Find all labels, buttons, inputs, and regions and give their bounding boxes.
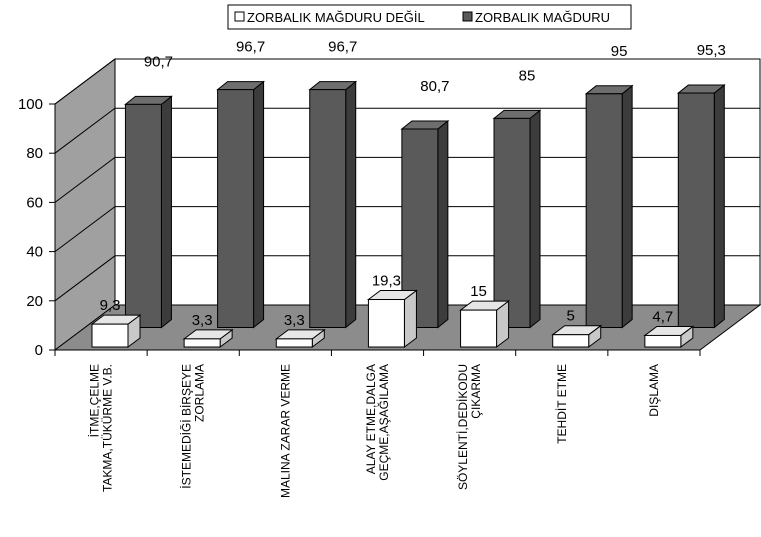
x-category-label: ALAY ETME,DALGAGEÇME,AŞAĞILAMA: [364, 364, 391, 481]
bar-zorbalik-ma-duru: [584, 84, 634, 329]
x-category-label-line: DIŞLAMA: [647, 364, 661, 417]
y-tick-label: 100: [18, 96, 43, 113]
data-label: 95: [611, 43, 628, 60]
data-label: 80,7: [420, 78, 449, 95]
x-category-label-line: TEHDİT ETME: [555, 364, 569, 444]
x-category-label: İSTEMEDİĞİ BİRŞEYEZORLAMA: [179, 364, 207, 489]
x-category-label-line: MALINA ZARAR VERME: [278, 364, 292, 498]
x-category-label-line: ALAY ETME,DALGA: [364, 364, 378, 474]
bar-zorbalik-ma-duru: [308, 80, 358, 329]
bar-front: [217, 89, 255, 328]
bar-front-series: [366, 289, 418, 348]
legend-swatch: [462, 11, 473, 22]
y-axis: 0 20 40 60 80 100: [18, 96, 56, 359]
bar-front: [552, 334, 590, 348]
bar-front-series: [459, 300, 511, 348]
bar-side: [437, 119, 449, 329]
legend-swatch: [234, 11, 245, 22]
bar-front: [275, 338, 313, 348]
y-tick-label: 80: [26, 145, 43, 162]
bar-zorbalik-ma-duru: [676, 84, 726, 329]
bar-side: [529, 109, 541, 329]
bar-front: [460, 309, 498, 348]
gridlines: [54, 58, 760, 302]
bar-front: [644, 334, 682, 348]
y-tick-label: 40: [26, 244, 43, 261]
bar-front: [585, 93, 623, 328]
bar-zorbalik-ma-duru: [124, 95, 173, 329]
data-label: 3,3: [284, 312, 305, 329]
legend-box: [227, 4, 632, 30]
bar-side: [403, 289, 417, 348]
gridline: [54, 58, 760, 105]
data-label: 9,3: [100, 297, 121, 314]
gridline: [54, 156, 760, 203]
x-category-label-line: ÇIKARMA: [469, 364, 483, 419]
data-label: 15: [470, 283, 487, 300]
bar-front: [91, 323, 129, 348]
bar-front: [493, 117, 531, 329]
x-category-label-line: ZORLAMA: [193, 364, 207, 422]
bar-front: [309, 89, 347, 328]
gridline: [54, 255, 760, 302]
data-label: 3,3: [192, 312, 213, 329]
x-category-label-line: TAKMA,TÜKÜRME V.B.: [101, 364, 115, 492]
x-category-label-line: SÖYLENTİ,DEDİKODU: [456, 364, 470, 490]
x-category-label-line: GEÇME,AŞAĞILAMA: [376, 364, 391, 481]
x-category-label: SÖYLENTİ,DEDİKODUÇIKARMA: [456, 364, 483, 490]
bar-zorbalik-ma-duru: [492, 109, 542, 329]
legend-label: ZORBALIK MAĞDURU: [475, 10, 610, 25]
y-tick-label: 20: [26, 293, 43, 310]
bar-front-series: [90, 314, 142, 348]
legend-label: ZORBALIK MAĞDURU DEĞİL: [247, 10, 425, 25]
legend: ZORBALIK MAĞDURU DEĞİL ZORBALIK MAĞDURU: [227, 4, 632, 30]
bar-front-series: [274, 328, 326, 348]
bar-front: [677, 92, 715, 328]
x-category-label: MALINA ZARAR VERME: [278, 364, 292, 498]
y-tick-label: 60: [26, 194, 43, 211]
data-label: 85: [519, 67, 536, 84]
data-label: 96,7: [236, 39, 265, 56]
bar-side: [621, 84, 633, 329]
x-category-label: DIŞLAMA: [647, 364, 661, 417]
data-label: 4,7: [652, 308, 673, 325]
bar-front-series: [182, 328, 234, 348]
data-label: 5: [567, 308, 575, 325]
bar-side: [713, 84, 725, 329]
y-tick-label: 0: [35, 342, 43, 359]
bar-front: [367, 299, 405, 348]
x-category-label: İTME,ÇELMETAKMA,TÜKÜRME V.B.: [88, 364, 115, 492]
bars: [90, 80, 726, 348]
bar-front: [124, 103, 162, 328]
x-category-label: TEHDİT ETME: [555, 364, 569, 444]
bar-front: [183, 338, 221, 348]
x-category-label-line: İTME,ÇELME: [88, 364, 102, 437]
data-label: 90,7: [144, 53, 173, 70]
data-label: 96,7: [328, 39, 357, 56]
gridline: [54, 107, 760, 154]
bar-side: [160, 95, 172, 329]
data-labels: 90,7 96,7 96,7 80,7 85 95 95,3 9,3 3,3 3,3 19,3 15 5…: [100, 39, 726, 329]
bar-side: [253, 80, 265, 329]
bar-zorbalik-ma-duru: [400, 119, 450, 329]
bar-zorbalik-ma-duru: [216, 80, 266, 329]
gridline: [54, 206, 760, 253]
data-label: 19,3: [372, 273, 401, 290]
x-category-label-line: İSTEMEDİĞİ BİRŞEYE: [179, 364, 194, 489]
bar-front-series: [551, 324, 603, 348]
bar-side: [345, 80, 357, 329]
data-label: 95,3: [697, 42, 726, 59]
x-axis-labels: İTME,ÇELMETAKMA,TÜKÜRME V.B. İSTEMEDİĞİ B…: [54, 349, 701, 498]
bar-front-series: [643, 325, 695, 348]
